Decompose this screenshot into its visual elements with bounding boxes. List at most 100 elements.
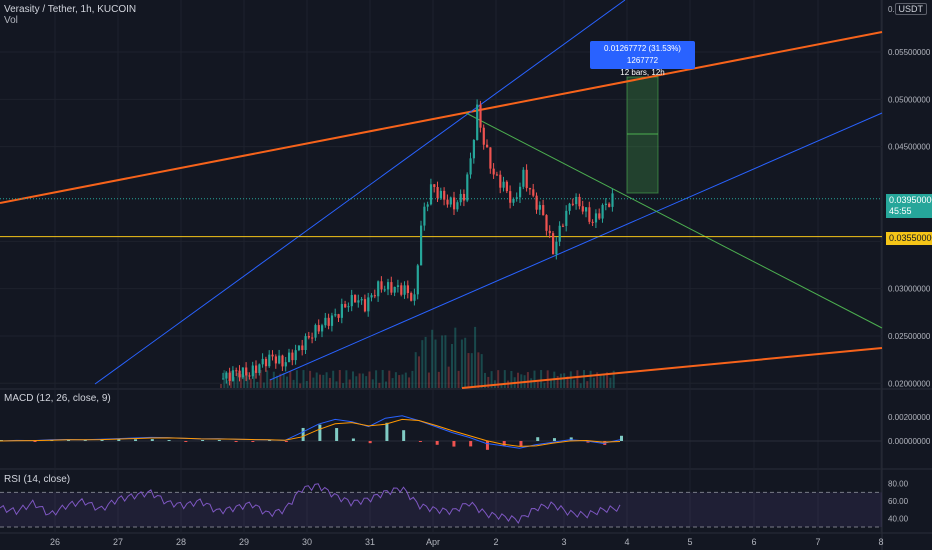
rsi-legend: RSI (14, close) bbox=[4, 474, 70, 485]
volume-bar bbox=[464, 337, 467, 388]
time-axis-label: 29 bbox=[239, 537, 249, 547]
volume-bar bbox=[398, 375, 401, 388]
macd-histogram-bar bbox=[83, 440, 87, 441]
candle-body bbox=[324, 317, 327, 326]
candle-body bbox=[347, 306, 350, 308]
candle-body bbox=[321, 325, 324, 332]
price-axis-label: 0.05000000 bbox=[888, 95, 931, 104]
volume-bar bbox=[319, 374, 321, 388]
volume-bar bbox=[220, 384, 222, 388]
volume-bar bbox=[365, 376, 368, 388]
volume-bar bbox=[355, 376, 358, 388]
volume-bar bbox=[315, 372, 318, 388]
candle-body bbox=[314, 325, 317, 338]
level-price-badge: 0.03550000 bbox=[886, 232, 932, 245]
macd-label: MACD (12, 26, close, 9) bbox=[4, 393, 111, 404]
time-axis-label: 31 bbox=[365, 537, 375, 547]
candle-body bbox=[228, 372, 231, 381]
candle-body bbox=[288, 352, 291, 363]
candle-body bbox=[489, 147, 492, 169]
volume-bar bbox=[352, 371, 354, 388]
time-axis-label: 4 bbox=[624, 537, 629, 547]
price-axis-label: 0.04500000 bbox=[888, 143, 931, 152]
candle-body bbox=[396, 285, 400, 287]
volume-bar bbox=[418, 356, 420, 388]
price-axis-label: 0.05500000 bbox=[888, 48, 931, 57]
candle-body bbox=[268, 354, 271, 367]
candle-body bbox=[406, 285, 409, 294]
candle-body bbox=[400, 285, 403, 295]
volume-bar bbox=[246, 371, 249, 388]
candle-body bbox=[439, 190, 442, 199]
volume-bar bbox=[556, 375, 559, 388]
volume-bar bbox=[592, 377, 595, 388]
time-axis-label: 26 bbox=[50, 537, 60, 547]
trendline-green-resistance bbox=[465, 112, 883, 329]
candle-body bbox=[327, 317, 330, 326]
macd-histogram-bar bbox=[502, 441, 506, 446]
candle-body bbox=[235, 370, 238, 372]
macd-histogram-bar bbox=[536, 437, 540, 441]
volume-bar bbox=[309, 370, 312, 388]
volume-bar bbox=[305, 380, 308, 388]
candle-body bbox=[512, 198, 515, 203]
candle-body bbox=[416, 265, 419, 295]
volume-bar bbox=[414, 352, 417, 388]
candle-body bbox=[568, 203, 571, 211]
time-axis-label: 8 bbox=[878, 537, 883, 547]
candle-body bbox=[311, 337, 314, 339]
measure-line-2: 12 bars, 12h bbox=[620, 68, 665, 77]
time-axis-label: 7 bbox=[815, 537, 820, 547]
volume-bar bbox=[226, 380, 229, 388]
volume-bar bbox=[424, 336, 427, 388]
currency-label: USDT bbox=[898, 4, 924, 14]
candle-body bbox=[357, 300, 360, 303]
candle-body bbox=[585, 207, 588, 212]
candle-body bbox=[284, 362, 287, 367]
price-axis-label: 0.02000000 bbox=[888, 379, 931, 388]
rsi-label: RSI (14, close) bbox=[4, 474, 71, 485]
volume-bar bbox=[470, 353, 473, 388]
volume-bar bbox=[401, 374, 404, 388]
macd-histogram-bar bbox=[301, 427, 305, 441]
candle-body bbox=[304, 336, 307, 351]
trendline-upper-orange bbox=[0, 31, 883, 204]
volume-bar bbox=[388, 370, 391, 388]
candle-body bbox=[545, 215, 548, 231]
volume-bar bbox=[292, 379, 295, 388]
candle-body bbox=[274, 356, 277, 364]
volume-bar bbox=[510, 370, 513, 388]
volume-bar bbox=[437, 371, 440, 388]
volume-bar bbox=[434, 339, 437, 388]
volume-bar bbox=[361, 373, 364, 388]
measure-box bbox=[626, 76, 659, 194]
volume-bar bbox=[279, 373, 282, 388]
candle-body bbox=[469, 158, 472, 175]
candle-body bbox=[294, 350, 297, 361]
volume-bar bbox=[602, 374, 605, 388]
candle-body bbox=[459, 193, 462, 203]
volume-bar bbox=[299, 383, 302, 388]
candle-body bbox=[525, 169, 528, 189]
macd-histogram-bar bbox=[268, 440, 272, 441]
candle-body bbox=[363, 299, 367, 312]
volume-bar bbox=[371, 379, 374, 388]
volume-bar bbox=[259, 370, 262, 388]
candle-body bbox=[367, 297, 370, 312]
currency-selector[interactable]: USDT bbox=[894, 3, 927, 15]
volume-bar bbox=[484, 372, 486, 388]
macd-histogram-bar bbox=[100, 439, 104, 441]
volume-bar bbox=[497, 370, 500, 388]
volume-bar bbox=[612, 370, 615, 388]
volume-bar bbox=[236, 372, 239, 388]
candle-body bbox=[472, 139, 475, 159]
volume-bar bbox=[566, 376, 569, 388]
volume-bar bbox=[394, 372, 397, 388]
candle-body bbox=[601, 204, 604, 219]
volume-bar bbox=[253, 370, 255, 388]
time-axis-label: 28 bbox=[176, 537, 186, 547]
candle-body bbox=[519, 186, 522, 198]
volume-bar bbox=[338, 370, 341, 388]
